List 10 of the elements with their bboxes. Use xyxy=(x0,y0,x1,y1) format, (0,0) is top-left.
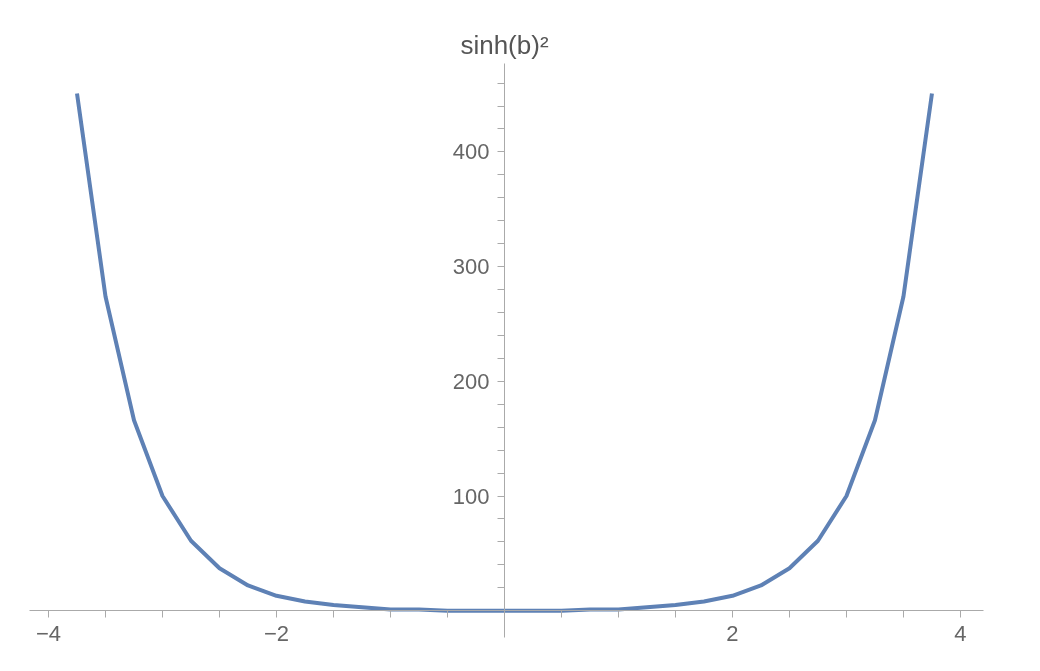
y-tick-label: 400 xyxy=(452,139,490,165)
x-tick-label: −2 xyxy=(263,620,290,646)
y-axis-title: sinh(b)² xyxy=(460,29,549,60)
line-series xyxy=(75,91,934,613)
y-tick-label: 200 xyxy=(452,368,490,394)
x-tick-label: 4 xyxy=(954,620,967,646)
y-tick-label: 100 xyxy=(452,483,490,509)
x-tick-label: −4 xyxy=(35,620,62,646)
x-tick-label: 2 xyxy=(726,620,739,646)
y-tick-label: 300 xyxy=(452,254,490,280)
